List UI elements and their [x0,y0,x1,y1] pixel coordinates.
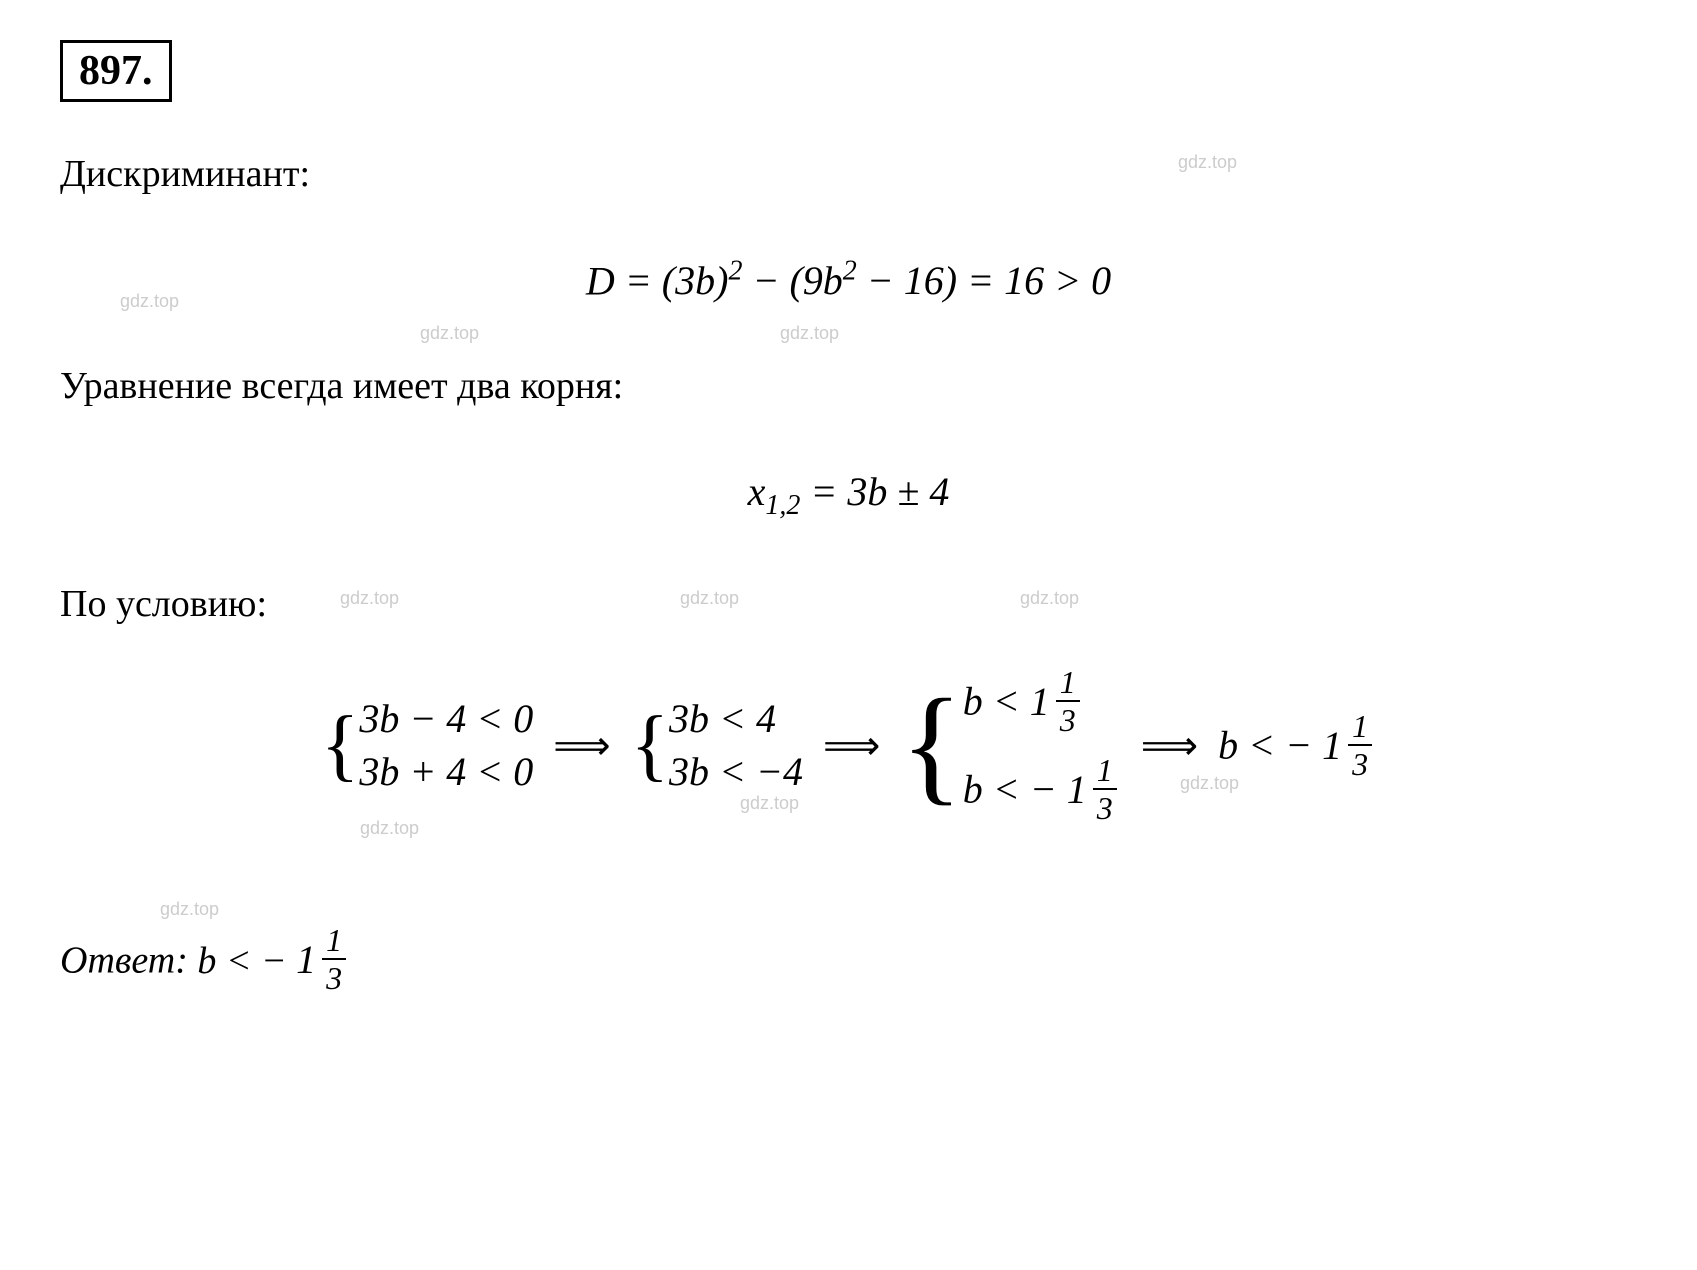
sys3-r1-int: 1 [1030,678,1050,725]
sys2-row1: 3b < 4 [669,695,776,742]
final-result: b < − 1 1 3 [1218,710,1376,780]
system-1-rows: 3b − 4 < 0 3b + 4 < 0 [359,695,533,795]
brace-icon: { [321,705,359,785]
fraction: 1 3 [1056,666,1080,736]
denominator: 3 [1056,702,1080,736]
discriminant-label: Дискриминант: gdz.top [60,152,1637,196]
mixed-number: 1 1 3 [1067,754,1121,824]
inequality-systems: { 3b − 4 < 0 3b + 4 < 0 ⟹ { 3b < 4 3b < … [60,666,1637,824]
watermark-text: gdz.top [160,899,219,920]
sys3-r1-prefix: b < [963,679,1030,724]
answer-line: gdz.top Ответ: b < − 1 1 3 [60,924,1637,994]
implies-arrow: ⟹ [1141,722,1198,769]
fraction: 1 3 [322,924,346,994]
discriminant-text: Дискриминант: [60,153,310,195]
answer-label: Ответ: [60,940,188,982]
system-3-rows: b < 1 1 3 b < − 1 1 [963,666,1121,824]
watermark-text: gdz.top [1020,588,1079,609]
condition-label: По условию: gdz.top gdz.top gdz.top [60,582,1637,626]
mixed-number: 1 1 3 [296,924,350,994]
denominator: 3 [1348,746,1372,780]
sys1-row1: 3b − 4 < 0 [359,695,533,742]
roots-formula-block: x1,2 = 3b ± 4 [60,438,1637,552]
discriminant-formula: D = (3b)2 − (9b2 − 16) = 16 > 0 [586,256,1111,304]
brace-icon: { [631,705,669,785]
sys3-r2-int: 1 [1067,766,1087,813]
answer-int: 1 [296,936,316,983]
mixed-number: 1 1 3 [1322,710,1376,780]
sys3-row1: b < 1 1 3 [963,666,1084,736]
denominator: 3 [1093,790,1117,824]
system-1: { 3b − 4 < 0 3b + 4 < 0 [321,695,533,795]
brace-icon: { [900,687,962,804]
roots-formula: x1,2 = 3b ± 4 [748,468,950,522]
fraction: 1 3 [1348,710,1372,780]
page-wrapper: 897. Дискриминант: gdz.top gdz.top D = (… [60,40,1637,994]
disc-expr: = (3b)2 − (9b2 − 16) = 16 > 0 [625,258,1111,303]
sys3-r2-prefix: b < − [963,767,1057,812]
watermark-text: gdz.top [780,323,839,344]
condition-text: По условию: [60,583,267,625]
sys3-row2: b < − 1 1 3 [963,754,1121,824]
implies-arrow: ⟹ [823,722,880,769]
numerator: 1 [322,924,346,960]
sys1-row2: 3b + 4 < 0 [359,748,533,795]
problem-number: 897. [60,40,172,102]
final-int: 1 [1322,722,1342,769]
numerator: 1 [1348,710,1372,746]
denominator: 3 [322,960,346,994]
watermark-text: gdz.top [680,588,739,609]
system-2: { 3b < 4 3b < −4 [631,695,803,795]
answer-value: b < − 1 1 3 [197,940,350,982]
roots-label: Уравнение всегда имеет два корня: [60,364,1637,408]
system-3: { b < 1 1 3 b < − 1 [900,666,1120,824]
watermark-text: gdz.top [740,793,799,814]
watermark-text: gdz.top [420,323,479,344]
system-2-rows: 3b < 4 3b < −4 [669,695,803,795]
answer-prefix: b < − [197,940,286,982]
implies-arrow: ⟹ [553,722,610,769]
disc-lhs: D [586,258,615,303]
discriminant-formula-block: gdz.top D = (3b)2 − (9b2 − 16) = 16 > 0 … [60,226,1637,334]
numerator: 1 [1056,666,1080,702]
watermark-text: gdz.top [340,588,399,609]
numerator: 1 [1093,754,1117,790]
sys2-row2: 3b < −4 [669,748,803,795]
fraction: 1 3 [1093,754,1117,824]
watermark-text: gdz.top [1178,152,1237,173]
roots-x: x1,2 = 3b ± 4 [748,469,950,514]
watermark-text: gdz.top [360,818,419,839]
watermark-text: gdz.top [1180,773,1239,794]
watermark-text: gdz.top [120,291,179,312]
mixed-number: 1 1 3 [1030,666,1084,736]
final-prefix: b < − [1218,723,1312,768]
